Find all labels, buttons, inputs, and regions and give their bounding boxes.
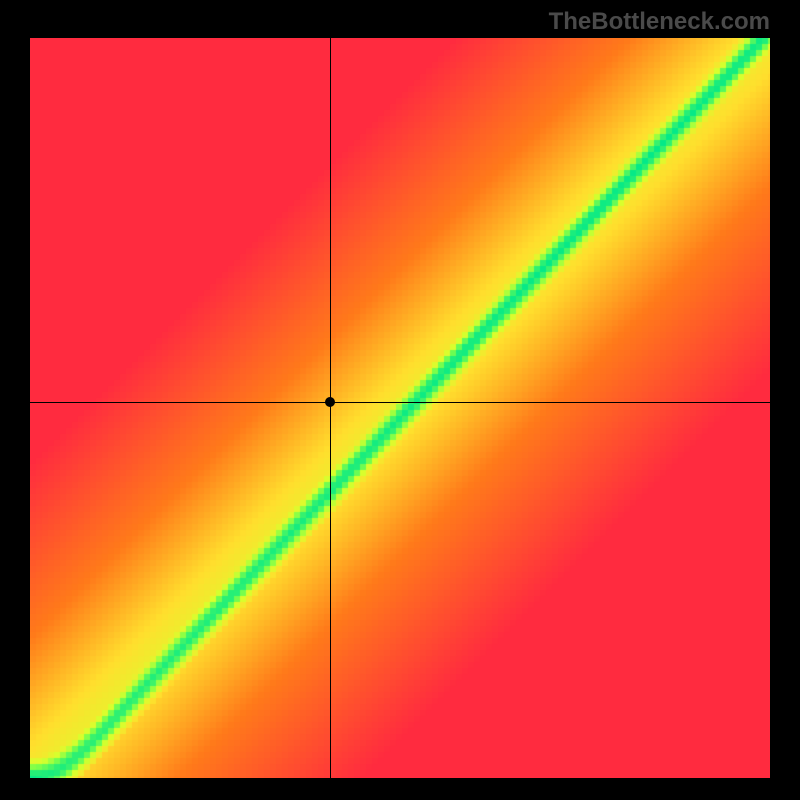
crosshair-horizontal [30,402,770,403]
chart-container: TheBottleneck.com [0,0,800,800]
watermark-text: TheBottleneck.com [549,8,770,36]
heatmap-canvas [30,38,770,778]
crosshair-vertical [330,38,331,778]
plot-area [30,38,770,778]
data-point-marker [325,397,335,407]
